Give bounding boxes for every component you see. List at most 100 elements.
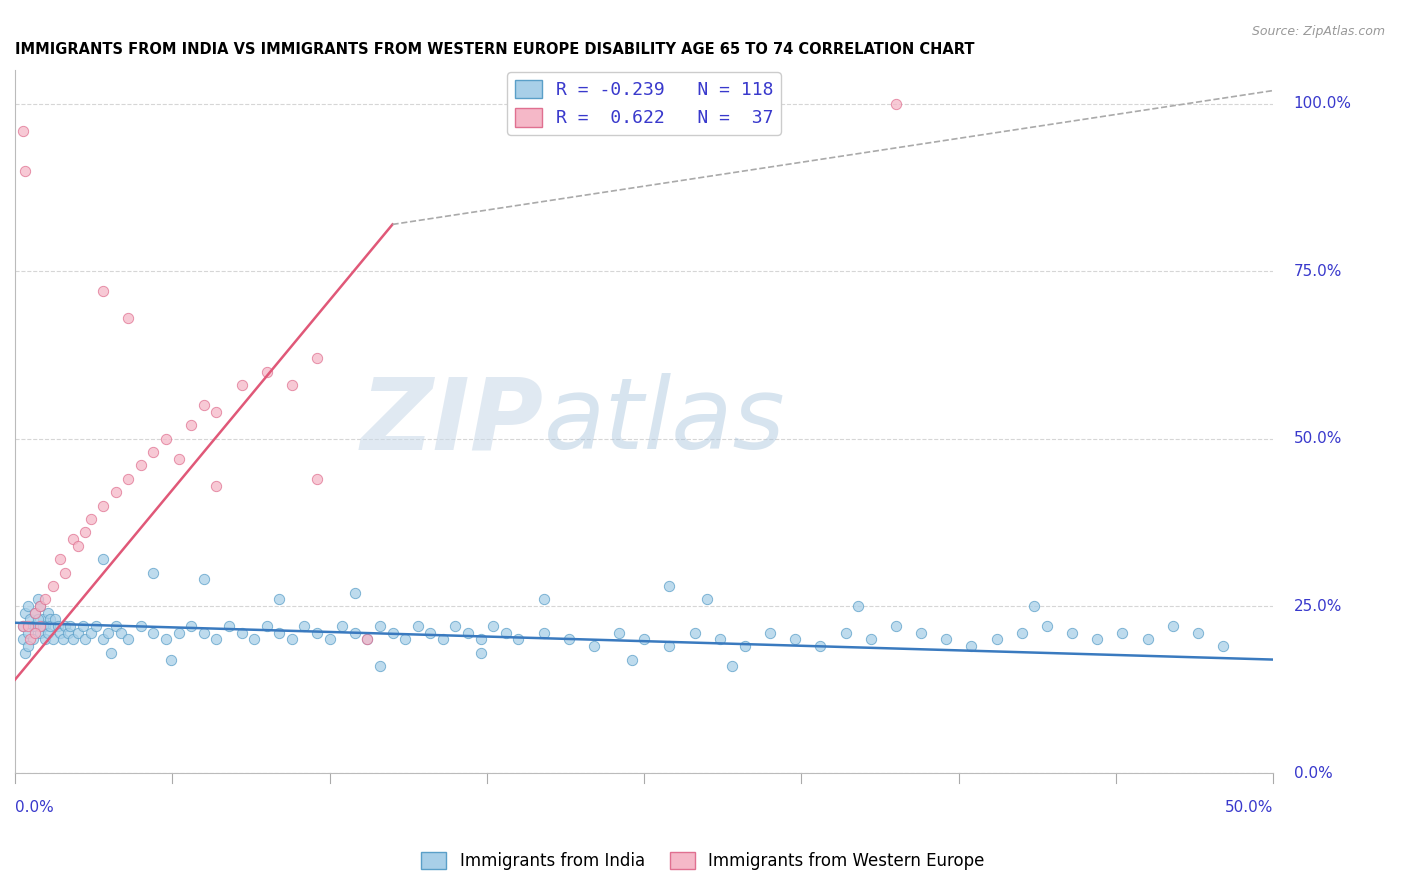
Point [100, 646, 122, 660]
Point [14, 164, 37, 178]
Point [62, 532, 84, 546]
Text: atlas: atlas [544, 374, 785, 470]
Point [356, 632, 378, 647]
Point [62, 632, 84, 647]
Text: 50.0%: 50.0% [1225, 800, 1274, 815]
Point [17, 619, 39, 633]
Point [91, 632, 114, 647]
Point [846, 599, 869, 613]
Point [34, 592, 56, 607]
Point [30, 619, 52, 633]
Point [305, 351, 328, 366]
Point [142, 445, 165, 459]
Point [21, 619, 44, 633]
Point [24, 606, 46, 620]
Point [72, 619, 94, 633]
Point [117, 472, 139, 486]
Point [37, 625, 59, 640]
Legend: R = -0.239   N = 118, R =  0.622   N =  37: R = -0.239 N = 118, R = 0.622 N = 37 [508, 72, 780, 135]
Point [1085, 632, 1108, 647]
Point [193, 625, 215, 640]
Point [24, 606, 46, 620]
Point [34, 632, 56, 647]
Point [281, 378, 304, 392]
Point [24, 625, 46, 640]
Point [27, 592, 49, 607]
Point [205, 405, 228, 419]
Point [394, 632, 416, 647]
Text: ZIP: ZIP [360, 374, 544, 470]
Point [193, 398, 215, 412]
Point [37, 606, 59, 620]
Point [1011, 625, 1033, 640]
Point [59, 619, 82, 633]
Point [305, 625, 328, 640]
Point [281, 632, 304, 647]
Point [1212, 639, 1234, 653]
Point [104, 485, 127, 500]
Point [343, 585, 366, 599]
Point [91, 552, 114, 566]
Point [42, 579, 65, 593]
Point [180, 619, 202, 633]
Point [31, 612, 53, 626]
Point [368, 619, 391, 633]
Point [53, 619, 76, 633]
Point [356, 632, 378, 647]
Point [52, 632, 75, 647]
Point [160, 652, 183, 666]
Point [49, 552, 72, 566]
Point [910, 625, 932, 640]
Point [533, 592, 555, 607]
Point [34, 619, 56, 633]
Point [49, 625, 72, 640]
Point [18, 632, 41, 647]
Point [1111, 625, 1133, 640]
Point [256, 365, 278, 379]
Point [129, 619, 152, 633]
Legend: Immigrants from India, Immigrants from Western Europe: Immigrants from India, Immigrants from W… [415, 845, 991, 877]
Point [243, 632, 266, 647]
Point [129, 458, 152, 473]
Point [218, 619, 240, 633]
Point [155, 432, 177, 446]
Point [84, 619, 107, 633]
Point [557, 632, 579, 647]
Point [75, 525, 97, 540]
Text: 75.0%: 75.0% [1294, 264, 1341, 279]
Point [17, 599, 39, 613]
Text: IMMIGRANTS FROM INDIA VS IMMIGRANTS FROM WESTERN EUROPE DISABILITY AGE 65 TO 74 : IMMIGRANTS FROM INDIA VS IMMIGRANTS FROM… [15, 42, 974, 57]
Point [482, 619, 505, 633]
Point [368, 659, 391, 673]
Text: Source: ZipAtlas.com: Source: ZipAtlas.com [1251, 25, 1385, 38]
Text: 25.0%: 25.0% [1294, 599, 1341, 614]
Point [14, 606, 37, 620]
Point [406, 619, 429, 633]
Point [1161, 619, 1184, 633]
Point [269, 625, 291, 640]
Point [42, 632, 65, 647]
Point [17, 639, 39, 653]
Point [834, 625, 856, 640]
Point [343, 625, 366, 640]
Point [17, 625, 39, 640]
Point [11, 619, 34, 633]
Point [39, 612, 62, 626]
Point [495, 625, 517, 640]
Point [859, 632, 882, 647]
Point [193, 572, 215, 586]
Point [97, 625, 120, 640]
Point [56, 625, 79, 640]
Point [142, 566, 165, 580]
Point [696, 592, 718, 607]
Point [79, 512, 101, 526]
Point [432, 632, 454, 647]
Point [457, 625, 479, 640]
Point [155, 632, 177, 647]
Point [110, 625, 132, 640]
Point [24, 619, 46, 633]
Point [11, 124, 34, 138]
Point [91, 499, 114, 513]
Point [30, 599, 52, 613]
Point [305, 472, 328, 486]
